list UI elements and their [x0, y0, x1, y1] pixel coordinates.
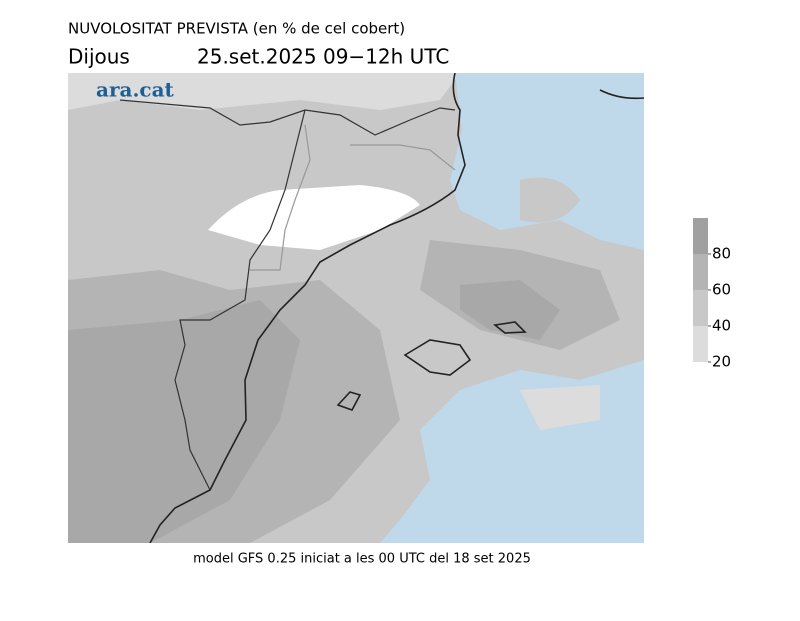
island	[403, 339, 472, 376]
cloud-zone	[520, 177, 580, 223]
colorbar-segment	[693, 326, 708, 362]
sea	[450, 73, 644, 250]
map-title: NUVOLOSITAT PREVISTA (en % de cel cobert…	[68, 20, 405, 38]
colorbar: 20 40 60 80	[693, 218, 731, 371]
cloud-zone	[520, 385, 600, 430]
island	[493, 321, 527, 334]
caption: model GFS 0.25 iniciat a les 00 UTC del …	[193, 552, 531, 567]
map: ara.cat	[68, 73, 644, 543]
colorbar-label: 40	[712, 317, 731, 335]
colorbar-label: 80	[712, 245, 731, 263]
cloud-zone	[68, 73, 460, 110]
coastline	[149, 73, 466, 543]
cloud-zone	[460, 280, 560, 340]
cloud-zone	[68, 300, 300, 543]
border	[174, 109, 306, 491]
clear-zone	[208, 185, 420, 250]
date: 25.set.2025 09−12h UTC	[197, 45, 449, 69]
border	[119, 99, 456, 136]
colorbar-segment	[693, 254, 708, 290]
region-border	[250, 124, 456, 271]
coastline	[599, 89, 644, 100]
day: Dijous	[68, 45, 130, 69]
island	[336, 391, 362, 411]
colorbar-label: 60	[712, 281, 731, 299]
colorbar-segment	[693, 290, 708, 326]
logo: ara.cat	[96, 78, 175, 102]
colorbar-segment	[693, 218, 708, 254]
colorbar-label: 20	[712, 353, 731, 371]
